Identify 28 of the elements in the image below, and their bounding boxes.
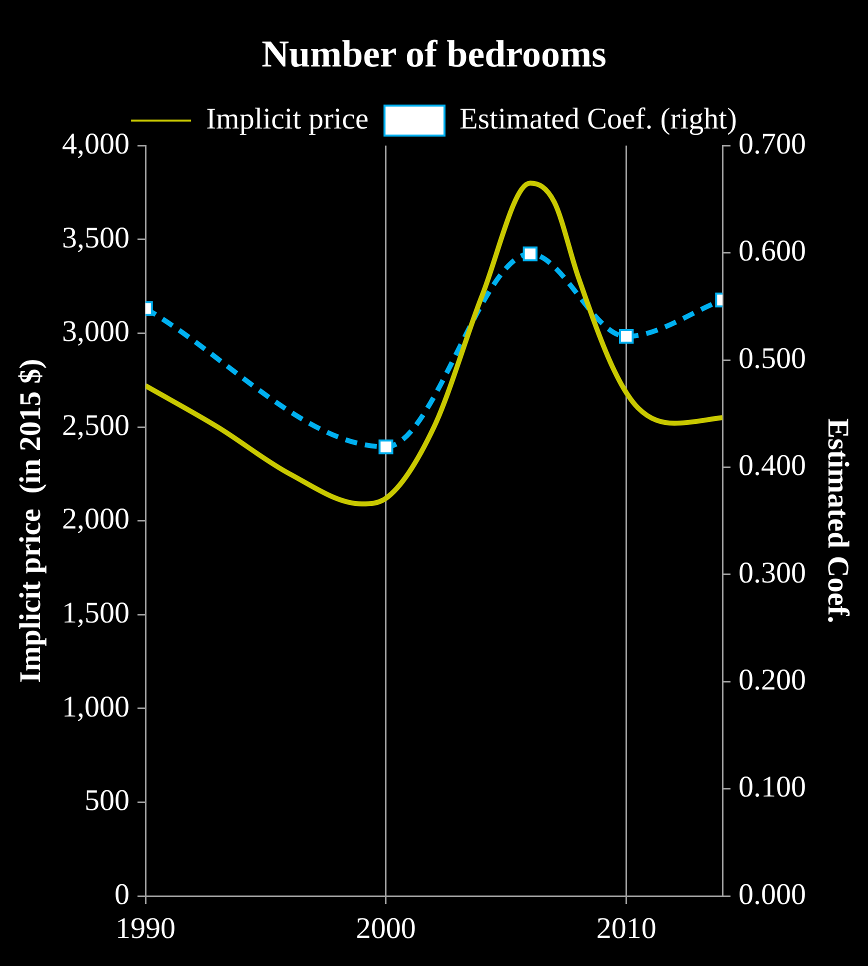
y2-tick-label: 0.100 [738,770,806,804]
y-tick-label: 500 [84,784,130,818]
y2-tick-label: 0.400 [738,449,806,482]
y2-tick-label: 0.000 [738,878,806,911]
y2-tick-label: 0.500 [738,342,806,375]
y-axis-title: Implicit price (in 2015 $) [14,358,47,683]
point [522,246,538,262]
y-tick-label: 4,000 [62,127,130,160]
y-tick-label: 0 [114,878,130,911]
x-tick-label: 1990 [116,912,176,945]
y-tick-label: 1,000 [62,690,130,724]
y-tick-label: 3,000 [62,315,130,348]
y2-tick-label: 0.600 [738,234,806,268]
y-tick-label: 2,000 [62,502,130,536]
y-tick-label: 1,500 [62,596,130,630]
x-tick-label: 2000 [356,912,416,945]
y2-tick-label: 0.200 [738,663,806,696]
y2-tick-label: 0.300 [738,556,806,590]
y2-tick-label: 0.700 [738,127,806,160]
y-tick-label: 3,500 [62,221,130,254]
y2-axis-title: Estimated Coef. [821,418,854,624]
chart-title: Number of bedrooms [262,34,606,76]
legend-label: Estimated Coef. (right) [460,102,737,136]
point [618,329,634,344]
y-tick-label: 2,500 [62,408,130,442]
point [378,439,394,454]
x-tick-label: 2010 [596,912,656,945]
legend-label: Implicit price [206,102,369,136]
